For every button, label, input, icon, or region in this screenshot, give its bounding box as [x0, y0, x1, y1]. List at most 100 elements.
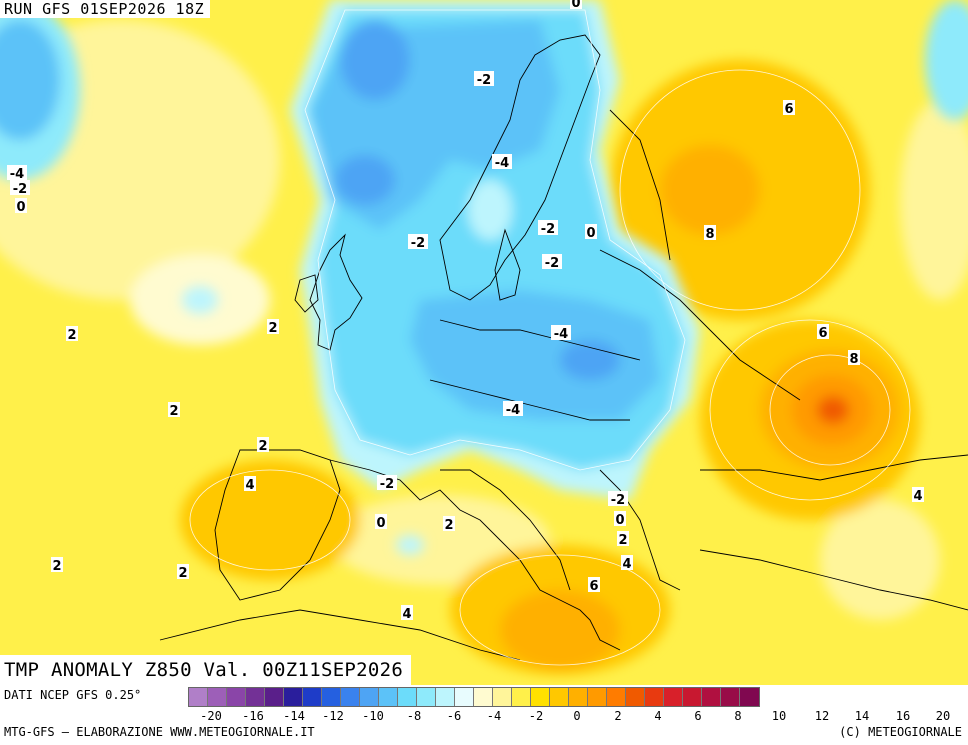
colorbar-tick-label: -8: [406, 709, 422, 723]
contour-label: 6: [588, 577, 600, 594]
colorbar-swatch: [683, 688, 702, 706]
map-area: -2 -4 -2 -2 -2 -4 -4 -2 -2 -4 -2 0 0 0 0 2 2 2 2 2 2 2 2 4 4 4 4 6 6…: [0, 0, 968, 685]
colorbar-swatch: [303, 688, 322, 706]
contour-label-text: -4: [554, 327, 568, 342]
contour-label-background: [257, 437, 269, 452]
contour-label: 8: [848, 350, 860, 367]
contour-label: 0: [570, 0, 582, 11]
colorbar-tick-label: -4: [486, 709, 502, 723]
contour-label: 2: [267, 319, 279, 336]
contour-label-background: [912, 487, 924, 502]
colorbar-swatch: [664, 688, 683, 706]
contour-label-text: 2: [618, 533, 627, 548]
contour-label: -2: [408, 234, 428, 251]
colorbar-swatch: [626, 688, 645, 706]
contour-label-text: 2: [178, 566, 187, 581]
contour-label-text: -4: [495, 156, 509, 171]
contour-label-background: [538, 220, 558, 235]
contour-label: -2: [377, 475, 397, 492]
contour-label-text: 2: [268, 321, 277, 336]
contour-label: 2: [443, 516, 455, 533]
contour-label-text: 8: [849, 352, 858, 367]
contour-label: 6: [817, 324, 829, 341]
credit-right: (C) METEOGIORNALE: [839, 725, 962, 739]
contour-label: 0: [585, 224, 597, 241]
contour-label: 2: [617, 531, 629, 548]
contour-label-background: [542, 254, 562, 269]
map-title: TMP ANOMALY Z850 Val. 00Z11SEP2026: [0, 655, 412, 685]
legend-panel: DATI NCEP GFS 0.25° -20 -16 -14 -12 -10 -8 -6-…: [0, 685, 968, 745]
contour-label-text: 2: [169, 404, 178, 419]
contour-label-text: 2: [258, 439, 267, 454]
contour-label: 4: [244, 476, 256, 493]
colorbar-swatch: [398, 688, 417, 706]
colorbar-swatch: [417, 688, 436, 706]
colorbar-swatch: [588, 688, 607, 706]
contour-label-text: -4: [506, 403, 520, 418]
contour-label-background: [783, 100, 795, 115]
contour-label-background: [7, 165, 27, 180]
colorbar-swatch: [702, 688, 721, 706]
contour-label: -2: [474, 71, 494, 88]
colorbar-tick-label: -16: [242, 709, 264, 723]
contour-label: -4: [7, 165, 27, 182]
contour-label-background: [617, 531, 629, 546]
contour-label-text: 4: [913, 489, 922, 504]
contour-label: -4: [492, 154, 512, 171]
colorbar-swatch: [512, 688, 531, 706]
contour-label-text: 0: [376, 516, 385, 531]
colorbar-tick-label: -20: [200, 709, 222, 723]
contour-label-text: -4: [10, 167, 24, 182]
contour-label-background: [614, 511, 626, 526]
colorbar-swatch: [474, 688, 493, 706]
contour-label-background: [608, 491, 628, 506]
contour-label-background: [474, 71, 494, 86]
colorbar-swatch: [569, 688, 588, 706]
data-source-label: DATI NCEP GFS 0.25°: [4, 688, 142, 702]
colorbar-swatch: [360, 688, 379, 706]
colorbar-swatch: [208, 688, 227, 706]
contour-label-text: -2: [13, 182, 27, 197]
colorbar-tick-label: -12: [322, 709, 344, 723]
colorbar-tick-label: -10: [362, 709, 384, 723]
contour-label: -4: [551, 325, 571, 342]
contour-label-text: 6: [818, 326, 827, 341]
colorbar-tick-label: 10: [771, 709, 787, 723]
contour-label-text: -2: [545, 256, 559, 271]
contour-label-text: 0: [571, 0, 580, 11]
contour-label: 6: [783, 100, 795, 117]
contour-label-text: 0: [615, 513, 624, 528]
contour-label-background: [588, 577, 600, 592]
contour-label-background: [267, 319, 279, 334]
contour-label: 2: [66, 326, 78, 343]
run-label: RUN GFS 01SEP2026 18Z: [0, 0, 211, 18]
colorbar-tick-label: 6: [694, 709, 702, 723]
contour-label: -2: [10, 180, 30, 197]
contour-label-text: 6: [589, 579, 598, 594]
contour-label-background: [443, 516, 455, 531]
contour-label-background: [408, 234, 428, 249]
contour-label-text: 4: [402, 607, 411, 622]
colorbar-tick-label: 12: [814, 709, 830, 723]
contour-label-background: [51, 557, 63, 572]
contour-label-background: [704, 225, 716, 240]
contour-label-text: -2: [411, 236, 425, 251]
contour-label-background: [621, 555, 633, 570]
colorbar-swatch: [379, 688, 398, 706]
colorbar-tick-label: 20: [935, 709, 951, 723]
contour-label-background: [244, 476, 256, 491]
colorbar-swatch: [740, 688, 759, 706]
colorbar-ticks: -20 -16 -14 -12 -10 -8 -6 -4 -2 0 2 4 6 8 10 12 14 16 20: [0, 709, 968, 723]
contour-lines: [189, 9, 911, 666]
colorbar-swatch: [189, 688, 208, 706]
contour-label: 2: [177, 564, 189, 581]
contour-label: -2: [538, 220, 558, 237]
contour-label-background: [551, 325, 571, 340]
colorbar-swatch: [550, 688, 569, 706]
contour-label-text: 2: [67, 328, 76, 343]
contour-label-text: -2: [611, 493, 625, 508]
contour-label: 2: [257, 437, 269, 454]
colorbar-swatch: [284, 688, 303, 706]
